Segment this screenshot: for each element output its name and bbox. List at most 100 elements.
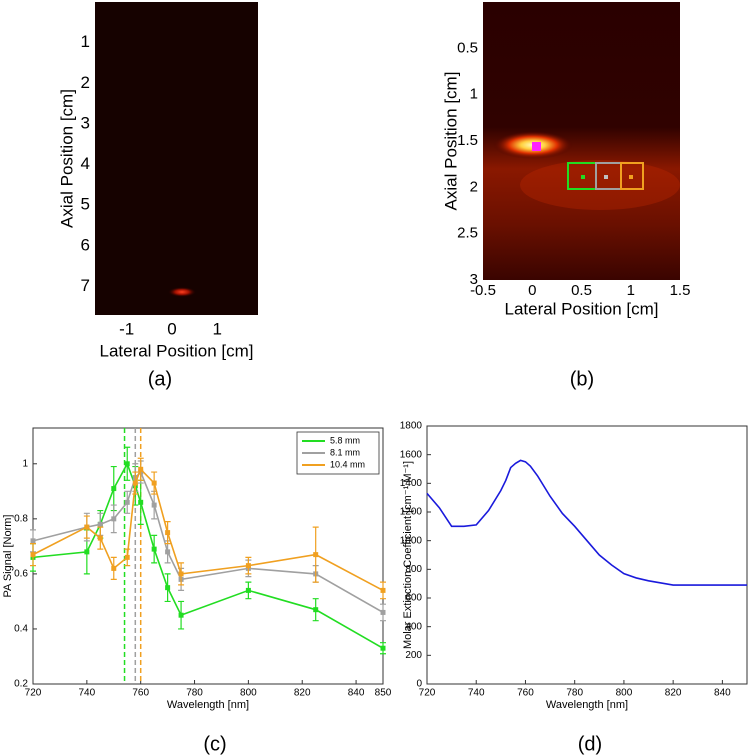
- y-tick-label: 2: [81, 73, 90, 92]
- point: [178, 571, 184, 577]
- panel-caption: (a): [148, 368, 172, 390]
- point: [111, 565, 117, 571]
- glow: [520, 160, 680, 210]
- panel-caption: (b): [570, 368, 594, 390]
- image-a: [95, 2, 258, 315]
- series-line: [32, 461, 384, 649]
- point: [165, 585, 171, 591]
- x-tick-label: 760: [132, 688, 149, 699]
- x-tick-label: 760: [517, 688, 534, 699]
- x-tick-label: 0: [167, 319, 176, 338]
- y-tick-label: 0.6: [14, 569, 28, 580]
- y-tick-label: 6: [81, 235, 90, 254]
- x-tick-label: 840: [714, 688, 731, 699]
- y-tick-label: 1: [470, 86, 478, 103]
- y-tick-label: 800: [405, 564, 422, 575]
- x-tick-label: 1: [627, 282, 635, 299]
- x-tick-label: 800: [616, 688, 633, 699]
- point: [124, 554, 130, 560]
- marker: [629, 175, 633, 179]
- point: [380, 645, 386, 651]
- y-tick-label: 600: [405, 593, 422, 604]
- y-tick-label: 5: [81, 195, 90, 214]
- x-axis-label: Lateral Position [cm]: [504, 299, 658, 318]
- x-tick-label: 720: [25, 688, 42, 699]
- point: [124, 499, 130, 505]
- x-tick-label: -1: [119, 319, 134, 338]
- x-axis-label: Wavelength [nm]: [167, 699, 249, 711]
- hot-spot: [168, 287, 196, 297]
- point: [111, 486, 117, 492]
- x-tick-label: 0: [528, 282, 536, 299]
- y-tick-label: 0.2: [14, 679, 28, 690]
- x-tick-label: 0.5: [571, 282, 592, 299]
- point: [313, 552, 319, 558]
- point: [151, 480, 157, 486]
- point: [178, 612, 184, 618]
- y-tick-label: 3: [470, 271, 478, 288]
- x-tick-label: 840: [348, 688, 365, 699]
- marker: [581, 175, 585, 179]
- point: [124, 461, 130, 467]
- legend-label: 8.1 mm: [330, 447, 360, 457]
- point: [245, 587, 251, 593]
- y-tick-label: 1000: [400, 535, 423, 546]
- x-axis-label: Lateral Position [cm]: [99, 341, 253, 360]
- marker: [604, 175, 608, 179]
- point: [151, 546, 157, 552]
- point: [97, 521, 103, 527]
- point: [165, 530, 171, 536]
- y-tick-label: 0: [416, 679, 422, 690]
- y-axis-label: Axial Position [cm]: [57, 89, 76, 228]
- y-tick-label: 0.8: [14, 513, 28, 524]
- y-tick-label: 400: [405, 621, 422, 632]
- y-tick-label: 0.4: [14, 624, 28, 635]
- y-axis-label: PA Signal [Norm]: [2, 515, 14, 598]
- x-tick-label: 820: [294, 688, 311, 699]
- point: [245, 563, 251, 569]
- y-tick-label: 1: [81, 32, 90, 51]
- plot-area: [426, 425, 748, 685]
- y-tick-label: 1: [22, 458, 28, 469]
- y-tick-label: 2.5: [457, 225, 478, 242]
- x-tick-label: 780: [186, 688, 203, 699]
- x-axis-label: Wavelength [nm]: [546, 699, 628, 711]
- point: [30, 538, 36, 544]
- y-tick-label: 1.5: [457, 132, 478, 149]
- y-tick-label: 0.5: [457, 39, 478, 56]
- y-tick-label: 7: [81, 276, 90, 295]
- x-tick-label: 800: [240, 688, 257, 699]
- legend-label: 5.8 mm: [330, 435, 360, 445]
- series-line: [32, 470, 384, 614]
- panel-caption: (d): [578, 733, 602, 755]
- y-tick-label: 1400: [400, 478, 423, 489]
- x-tick-label: 850: [375, 688, 392, 699]
- point: [84, 524, 90, 530]
- x-tick-label: 780: [566, 688, 583, 699]
- point: [380, 609, 386, 615]
- y-tick-label: 1800: [400, 421, 423, 432]
- point: [132, 480, 138, 486]
- y-tick-label: 1600: [400, 449, 423, 460]
- point: [313, 607, 319, 613]
- y-tick-label: 4: [81, 154, 90, 173]
- point: [138, 499, 144, 505]
- legend-label: 10.4 mm: [330, 459, 365, 469]
- point: [165, 549, 171, 555]
- point: [380, 587, 386, 593]
- point: [138, 466, 144, 472]
- series-line: [426, 459, 747, 586]
- x-tick-label: 1: [213, 319, 222, 338]
- point: [151, 502, 157, 508]
- y-tick-label: 200: [405, 650, 422, 661]
- point: [30, 552, 36, 558]
- x-tick-label: 740: [79, 688, 96, 699]
- y-tick-label: 1200: [400, 507, 423, 518]
- x-tick-label: 1.5: [670, 282, 691, 299]
- y-tick-label: 2: [470, 178, 478, 195]
- y-tick-label: 3: [81, 113, 90, 132]
- y-axis-label: Molar Extinction Coefficient [cm⁻¹ M⁻¹]: [402, 461, 414, 649]
- marker: [532, 142, 541, 151]
